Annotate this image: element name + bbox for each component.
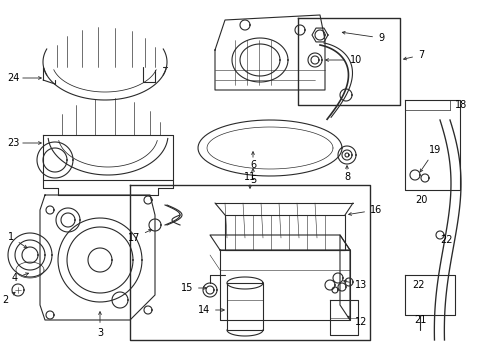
Text: 12: 12 <box>347 316 368 327</box>
Text: 6: 6 <box>250 152 256 170</box>
Text: 22: 22 <box>412 280 424 290</box>
Text: 9: 9 <box>343 31 384 43</box>
Text: 24: 24 <box>8 73 41 83</box>
Text: 11: 11 <box>244 172 256 188</box>
Text: 21: 21 <box>414 315 426 325</box>
Text: 13: 13 <box>343 280 367 290</box>
Text: 20: 20 <box>415 195 427 205</box>
Text: 17: 17 <box>127 230 151 243</box>
Text: 8: 8 <box>344 166 350 182</box>
Text: 7: 7 <box>404 50 424 60</box>
Text: 2: 2 <box>2 292 15 305</box>
Text: 5: 5 <box>250 169 256 185</box>
Text: 16: 16 <box>349 205 382 215</box>
Text: 14: 14 <box>198 305 224 315</box>
Text: 23: 23 <box>8 138 41 148</box>
Text: 3: 3 <box>97 312 103 338</box>
Text: 10: 10 <box>326 55 362 65</box>
Text: 18: 18 <box>455 100 467 110</box>
Text: 19: 19 <box>420 145 441 172</box>
Text: 1: 1 <box>8 232 27 248</box>
Text: 4: 4 <box>12 273 28 283</box>
Text: 15: 15 <box>181 283 206 293</box>
Text: 22: 22 <box>440 235 452 245</box>
